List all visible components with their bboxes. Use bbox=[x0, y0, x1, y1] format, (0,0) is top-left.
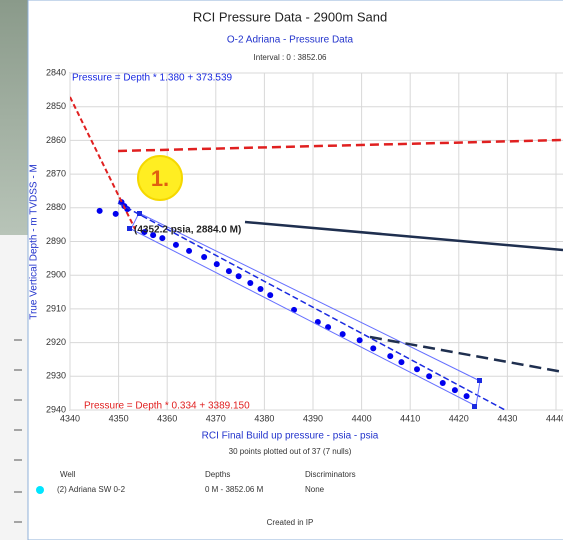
data-point bbox=[247, 279, 254, 286]
y-tick-label: 2850 bbox=[46, 101, 66, 111]
fit-equation-upper: Pressure = Depth * 1.380 + 373.539 bbox=[72, 73, 233, 84]
x-tick-label: 4370 bbox=[206, 413, 226, 423]
y-tick-label: 2890 bbox=[46, 236, 66, 246]
legend-well: (2) Adriana SW 0-2 bbox=[57, 485, 126, 494]
legend-header: Well bbox=[60, 470, 76, 479]
band-marker bbox=[477, 378, 482, 383]
data-point bbox=[96, 207, 103, 214]
plot-area: 2840 2850 2860 2870 2880 2890 2900 2910 2920 2930… bbox=[46, 67, 563, 423]
fit-line-blue bbox=[117, 202, 506, 410]
data-point bbox=[356, 337, 363, 344]
band-marker bbox=[127, 226, 132, 231]
data-point bbox=[387, 353, 394, 360]
y-tick-label: 2860 bbox=[46, 135, 66, 145]
legend-swatch bbox=[36, 486, 44, 494]
y-tick-label: 2900 bbox=[46, 270, 66, 280]
data-point bbox=[414, 366, 421, 373]
annotation-line-navy-dashed bbox=[369, 335, 563, 374]
x-tick-label: 4400 bbox=[352, 413, 372, 423]
y-axis-label: True Vertical Depth - m TVDSS - M bbox=[29, 164, 40, 320]
x-tick-label: 4350 bbox=[109, 413, 129, 423]
footer: Created in IP bbox=[267, 518, 314, 527]
background-window bbox=[0, 0, 30, 235]
x-tick-label: 4410 bbox=[400, 413, 420, 423]
chart-title: RCI Pressure Data - 2900m Sand bbox=[193, 9, 387, 24]
x-tick-label: 4430 bbox=[497, 413, 517, 423]
chart-subtitle: O-2 Adriana - Pressure Data bbox=[227, 35, 354, 46]
interval: Interval : 0 : 3852.06 bbox=[254, 53, 327, 62]
annotation-line-red bbox=[117, 138, 563, 153]
point-label: (4352.2 psia, 2884.0 M) bbox=[134, 225, 241, 236]
data-point bbox=[463, 393, 470, 400]
y-tick-label: 2930 bbox=[46, 371, 66, 381]
y-tick-label: 2940 bbox=[46, 404, 66, 414]
data-point bbox=[370, 345, 377, 352]
callout-number: 1. bbox=[151, 166, 169, 191]
y-tick-label: 2910 bbox=[46, 303, 66, 313]
data-point bbox=[225, 268, 232, 275]
band-line bbox=[130, 228, 477, 407]
legend-header: Discriminators bbox=[305, 470, 356, 479]
fit-equation-lower: Pressure = Depth * 0.334 + 3389.150 bbox=[84, 401, 250, 412]
points-note: 30 points plotted out of 37 (7 nulls) bbox=[229, 447, 352, 456]
data-point bbox=[235, 273, 242, 280]
data-point bbox=[426, 373, 433, 380]
background-ticks bbox=[14, 339, 22, 523]
data-point bbox=[172, 241, 179, 248]
data-point bbox=[150, 232, 157, 239]
y-tick-label: 2840 bbox=[46, 67, 66, 77]
band-line bbox=[475, 380, 481, 407]
data-point bbox=[141, 229, 148, 236]
background-panel bbox=[0, 235, 30, 540]
x-tick-label: 4360 bbox=[157, 413, 177, 423]
band-marker bbox=[472, 404, 477, 409]
data-point bbox=[159, 235, 166, 242]
x-tick-label: 4340 bbox=[60, 413, 80, 423]
data-point bbox=[451, 387, 458, 394]
data-point bbox=[186, 247, 193, 254]
legend-header: Depths bbox=[205, 470, 230, 479]
callout-circle bbox=[137, 155, 183, 201]
x-axis-label: RCI Final Build up pressure - psia - psi… bbox=[202, 431, 379, 442]
data-point bbox=[325, 324, 332, 331]
data-point bbox=[112, 210, 119, 217]
data-point bbox=[213, 261, 220, 268]
data-point bbox=[267, 292, 274, 299]
x-tick-label: 4420 bbox=[449, 413, 469, 423]
legend-depths: 0 M - 3852.06 M bbox=[205, 485, 264, 494]
x-tick-label: 4380 bbox=[254, 413, 274, 423]
y-tick-label: 2920 bbox=[46, 337, 66, 347]
band-marker bbox=[137, 211, 142, 216]
band-line bbox=[138, 212, 481, 382]
data-point bbox=[439, 380, 446, 387]
x-tick-label: 4390 bbox=[303, 413, 323, 423]
data-point bbox=[257, 286, 264, 293]
data-point bbox=[201, 254, 208, 261]
data-point bbox=[339, 331, 346, 338]
data-point bbox=[398, 359, 405, 366]
fit-line-red bbox=[70, 96, 136, 230]
overlays bbox=[70, 96, 563, 410]
annotation-line-navy bbox=[244, 220, 563, 252]
y-tick-label: 2880 bbox=[46, 202, 66, 212]
legend-discriminators: None bbox=[305, 485, 325, 494]
x-tick-label: 4440 bbox=[546, 413, 563, 423]
y-tick-label: 2870 bbox=[46, 168, 66, 178]
